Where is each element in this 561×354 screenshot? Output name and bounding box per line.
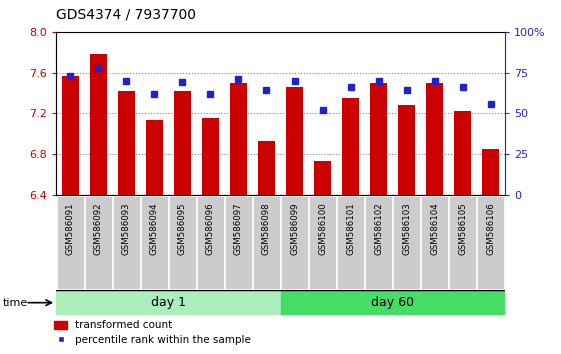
Text: GSM586105: GSM586105 xyxy=(458,202,467,255)
Bar xyxy=(342,98,359,195)
FancyBboxPatch shape xyxy=(281,196,308,289)
Bar xyxy=(118,91,135,195)
Text: GSM586093: GSM586093 xyxy=(122,202,131,255)
Bar xyxy=(286,87,303,195)
Text: GSM586096: GSM586096 xyxy=(206,202,215,255)
Bar xyxy=(314,161,331,195)
FancyBboxPatch shape xyxy=(169,196,196,289)
FancyBboxPatch shape xyxy=(449,196,476,289)
FancyBboxPatch shape xyxy=(337,196,364,289)
Text: GSM586091: GSM586091 xyxy=(66,202,75,255)
Bar xyxy=(62,76,79,195)
Text: GSM586106: GSM586106 xyxy=(486,202,495,255)
Text: GSM586099: GSM586099 xyxy=(290,202,299,255)
FancyBboxPatch shape xyxy=(141,196,168,289)
Bar xyxy=(370,83,387,195)
Bar xyxy=(398,105,415,195)
Text: GSM586097: GSM586097 xyxy=(234,202,243,255)
Text: GSM586101: GSM586101 xyxy=(346,202,355,255)
Bar xyxy=(90,54,107,195)
FancyBboxPatch shape xyxy=(225,196,252,289)
Legend: transformed count, percentile rank within the sample: transformed count, percentile rank withi… xyxy=(50,316,255,349)
Bar xyxy=(202,118,219,195)
Bar xyxy=(56,290,280,315)
Text: GSM586104: GSM586104 xyxy=(430,202,439,255)
Bar xyxy=(230,83,247,195)
FancyBboxPatch shape xyxy=(309,196,336,289)
FancyBboxPatch shape xyxy=(477,196,504,289)
Text: GSM586092: GSM586092 xyxy=(94,202,103,255)
Text: GSM586094: GSM586094 xyxy=(150,202,159,255)
Text: GSM586103: GSM586103 xyxy=(402,202,411,255)
Bar xyxy=(454,111,471,195)
Text: day 1: day 1 xyxy=(151,296,186,309)
Bar xyxy=(146,120,163,195)
FancyBboxPatch shape xyxy=(113,196,140,289)
Bar xyxy=(426,83,443,195)
Text: GDS4374 / 7937700: GDS4374 / 7937700 xyxy=(56,7,196,21)
Text: GSM586100: GSM586100 xyxy=(318,202,327,255)
Text: day 60: day 60 xyxy=(371,296,414,309)
FancyBboxPatch shape xyxy=(393,196,420,289)
Bar xyxy=(280,290,505,315)
Bar xyxy=(482,149,499,195)
Text: GSM586102: GSM586102 xyxy=(374,202,383,255)
FancyBboxPatch shape xyxy=(57,196,84,289)
Text: GSM586095: GSM586095 xyxy=(178,202,187,255)
FancyBboxPatch shape xyxy=(197,196,224,289)
FancyBboxPatch shape xyxy=(253,196,280,289)
Text: time: time xyxy=(3,298,28,308)
FancyBboxPatch shape xyxy=(85,196,112,289)
FancyBboxPatch shape xyxy=(365,196,392,289)
FancyBboxPatch shape xyxy=(421,196,448,289)
Bar xyxy=(174,91,191,195)
Bar xyxy=(258,141,275,195)
Text: GSM586098: GSM586098 xyxy=(262,202,271,255)
